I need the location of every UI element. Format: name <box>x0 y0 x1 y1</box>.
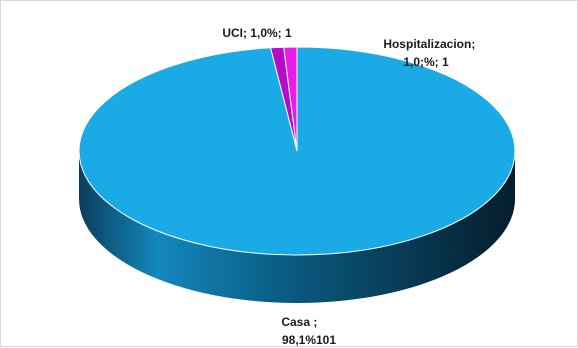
pie-slices <box>78 46 516 256</box>
pie-depth <box>79 151 515 303</box>
data-label-casa: Casa ; 98,1%101 <box>281 315 336 347</box>
pie-side-wall <box>79 151 515 303</box>
data-label-uci: UCI; 1,0%; 1 <box>222 26 292 40</box>
pie-slice-casa <box>78 46 516 256</box>
data-labels: UCI; 1,0%; 1 Hospitalizacion; 1,0;%; 1 C… <box>222 26 478 347</box>
data-label-hospitalizacion: Hospitalizacion; 1,0;%; 1 <box>383 37 478 69</box>
